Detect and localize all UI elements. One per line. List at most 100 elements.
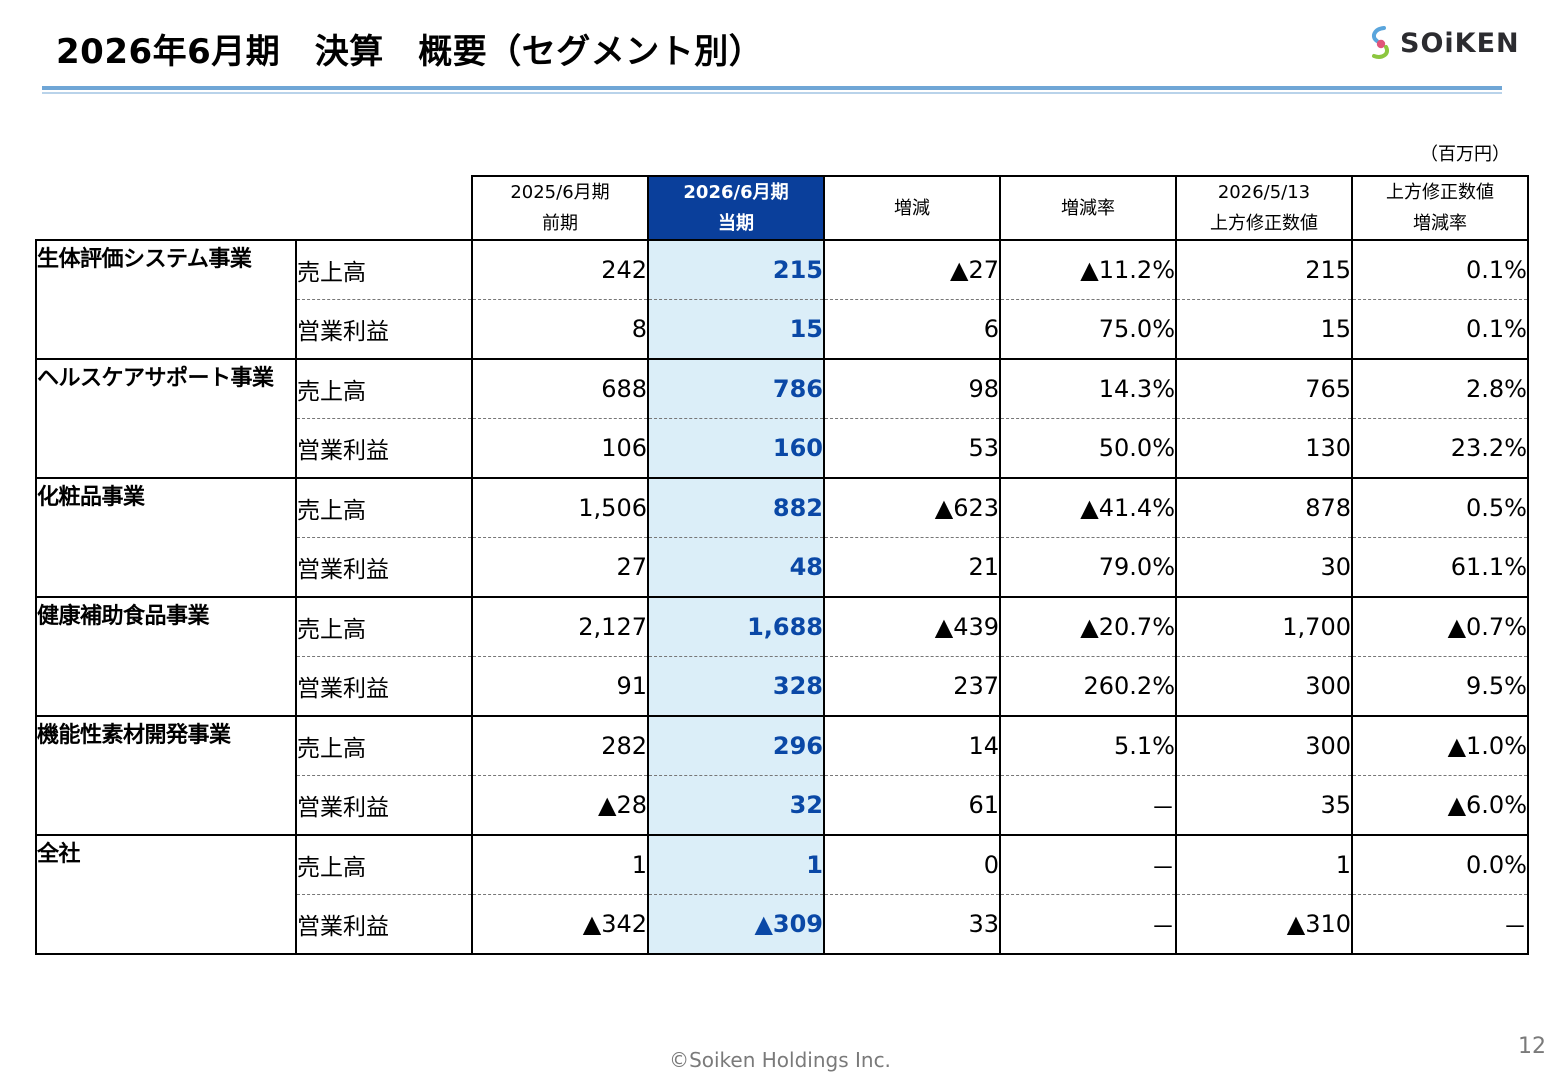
value-cell: 215 <box>647 239 825 300</box>
row-item-label: 営業利益 <box>295 656 473 717</box>
row-item-label: 売上高 <box>295 477 473 538</box>
column-header-line: 増減率 <box>1413 213 1467 234</box>
segment-name: 生体評価システム事業 <box>35 239 297 360</box>
value-cell: 237 <box>823 656 1001 717</box>
value-cell: ▲11.2% <box>999 239 1177 300</box>
value-cell: － <box>1351 894 1529 955</box>
value-cell: 0.0% <box>1351 834 1529 895</box>
row-item-label: 営業利益 <box>295 418 473 479</box>
table-row: 営業利益 ▲342 ▲309 33 － ▲310 － <box>36 894 1529 955</box>
column-header: 増減率 <box>999 175 1177 241</box>
value-cell: 1 <box>471 834 649 895</box>
column-header: 2025/6月期 前期 <box>471 175 649 241</box>
value-cell: ▲6.0% <box>1351 775 1529 836</box>
table-row: ヘルスケアサポート事業 売上高 688 786 98 14.3% 765 2.8% <box>35 358 1529 479</box>
value-cell: 242 <box>471 239 649 300</box>
table-row: 生体評価システム事業 売上高 242 215 ▲27 ▲11.2% 215 0.1% <box>35 239 1529 360</box>
value-cell: 160 <box>647 418 825 479</box>
value-cell: 14.3% <box>999 358 1177 419</box>
row-item-label: 営業利益 <box>295 775 473 836</box>
value-cell: 1 <box>647 834 825 895</box>
column-header-line: 2026/5/13 <box>1217 182 1311 203</box>
value-cell: 50.0% <box>999 418 1177 479</box>
table-row: 営業利益 ▲28 32 61 － 35 ▲6.0% <box>36 775 1529 836</box>
value-cell: ▲0.7% <box>1351 596 1529 657</box>
value-cell: 91 <box>471 656 649 717</box>
table-row: 機能性素材開発事業 売上高 282 296 14 5.1% 300 ▲1.0% <box>35 715 1529 836</box>
value-cell: 300 <box>1175 715 1353 776</box>
table-row: 化粧品事業 売上高 1,506 882 ▲623 ▲41.4% 878 0.5% <box>35 477 1529 598</box>
segment-name: 機能性素材開発事業 <box>35 715 297 836</box>
value-cell: 14 <box>823 715 1001 776</box>
value-cell: 79.0% <box>999 537 1177 598</box>
value-cell: 75.0% <box>999 299 1177 360</box>
column-header: 上方修正数値 増減率 <box>1351 175 1529 241</box>
value-cell: 328 <box>647 656 825 717</box>
page-title: 2026年6月期 決算 概要（セグメント別） <box>56 32 764 72</box>
value-cell: 296 <box>647 715 825 776</box>
value-cell: 53 <box>823 418 1001 479</box>
value-cell: 2,127 <box>471 596 649 657</box>
value-cell: 106 <box>471 418 649 479</box>
segment-results-table: 2025/6月期 前期 2026/6月期 当期 増減 増減率 2026/5/13 上方修正数値… <box>35 175 1529 955</box>
value-cell: 878 <box>1175 477 1353 538</box>
value-cell: 15 <box>1175 299 1353 360</box>
column-header-line: 増減 <box>894 197 930 219</box>
company-logo: SOiKEN <box>1368 22 1520 64</box>
table-header-row: 2025/6月期 前期 2026/6月期 当期 増減 増減率 2026/5/13 上方修正数値… <box>36 175 1529 241</box>
value-cell: 882 <box>647 477 825 538</box>
value-cell: 786 <box>647 358 825 419</box>
value-cell: ▲1.0% <box>1351 715 1529 776</box>
value-cell: 1,700 <box>1175 596 1353 657</box>
value-cell: 35 <box>1175 775 1353 836</box>
value-cell: 0 <box>823 834 1001 895</box>
value-cell: 1 <box>1175 834 1353 895</box>
unit-label: （百万円） <box>1420 144 1510 165</box>
value-cell: 61 <box>823 775 1001 836</box>
column-header-line: 上方修正数値 <box>1386 182 1494 203</box>
header-rule-thin <box>42 92 1502 94</box>
value-cell: 33 <box>823 894 1001 955</box>
value-cell: 21 <box>823 537 1001 598</box>
value-cell: 6 <box>823 299 1001 360</box>
table-row: 健康補助食品事業 売上高 2,127 1,688 ▲439 ▲20.7% 1,700 ▲0.7… <box>35 596 1529 717</box>
value-cell: ▲439 <box>823 596 1001 657</box>
value-cell: 61.1% <box>1351 537 1529 598</box>
row-item-label: 営業利益 <box>295 894 473 955</box>
column-header-line: 増減率 <box>1061 197 1115 219</box>
value-cell: － <box>999 775 1177 836</box>
value-cell: 2.8% <box>1351 358 1529 419</box>
segment-name: 化粧品事業 <box>35 477 297 598</box>
value-cell: 0.1% <box>1351 239 1529 300</box>
table-row: 全社 売上高 1 1 0 － 1 0.0% <box>35 834 1529 955</box>
value-cell: 130 <box>1175 418 1353 479</box>
row-item-label: 売上高 <box>295 834 473 895</box>
row-item-label: 売上高 <box>295 358 473 419</box>
value-cell: ▲41.4% <box>999 477 1177 538</box>
value-cell: 48 <box>647 537 825 598</box>
value-cell: 282 <box>471 715 649 776</box>
value-cell: 0.5% <box>1351 477 1529 538</box>
copyright: ©Soiken Holdings Inc. <box>669 1048 891 1072</box>
value-cell: 30 <box>1175 537 1353 598</box>
value-cell: 23.2% <box>1351 418 1529 479</box>
value-cell: 688 <box>471 358 649 419</box>
value-cell: 8 <box>471 299 649 360</box>
value-cell: 98 <box>823 358 1001 419</box>
value-cell: 215 <box>1175 239 1353 300</box>
header-rule <box>42 86 1502 90</box>
value-cell: 27 <box>471 537 649 598</box>
value-cell: ▲310 <box>1175 894 1353 955</box>
column-header-line: 当期 <box>718 213 754 234</box>
row-item-label: 営業利益 <box>295 299 473 360</box>
value-cell: ▲27 <box>823 239 1001 300</box>
column-header-line: 前期 <box>542 213 578 234</box>
table-row: 営業利益 27 48 21 79.0% 30 61.1% <box>36 537 1529 598</box>
value-cell: 765 <box>1175 358 1353 419</box>
segment-name: ヘルスケアサポート事業 <box>35 358 297 479</box>
value-cell: 1,506 <box>471 477 649 538</box>
column-header-line: 上方修正数値 <box>1210 213 1318 234</box>
column-header-line: 2026/6月期 <box>683 182 789 203</box>
soiken-logo-icon <box>1371 26 1389 59</box>
segment-name: 全社 <box>35 834 297 955</box>
